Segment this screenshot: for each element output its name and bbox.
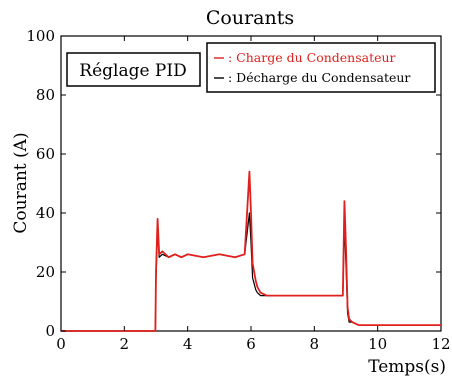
y-tick-label: 40 [36,204,55,222]
legend-label-decharge: : Décharge du Condensateur [228,70,410,85]
annotation-box: Réglage PID [66,52,201,87]
y-tick-label: 60 [36,145,55,163]
y-tick-label: 100 [26,27,55,45]
x-tick-label: 12 [431,335,450,353]
legend-label-charge: : Charge du Condensateur [228,50,396,65]
series-line-charge [61,170,441,332]
y-tick-label: 0 [45,322,55,340]
y-axis-label: Courant (A) [11,132,31,233]
x-axis-label: Temps(s) [368,357,446,377]
annotation-text: Réglage PID [79,61,186,81]
x-tick-label: 2 [120,335,130,353]
legend-frame [206,42,436,93]
y-tick-label: 80 [36,86,55,104]
y-tick-label: 20 [36,263,55,281]
annotation-frame [66,52,201,87]
chart-title: Courants [206,7,294,29]
x-tick-label: 10 [368,335,387,353]
legend: : Charge du Condensateur : Décharge du C… [206,42,436,93]
x-tick-label: 0 [56,335,66,353]
x-tick-label: 8 [310,335,320,353]
x-tick-label: 4 [183,335,193,353]
y-axis-label-group: Courant (A) [11,132,31,233]
x-tick-label: 6 [246,335,256,353]
